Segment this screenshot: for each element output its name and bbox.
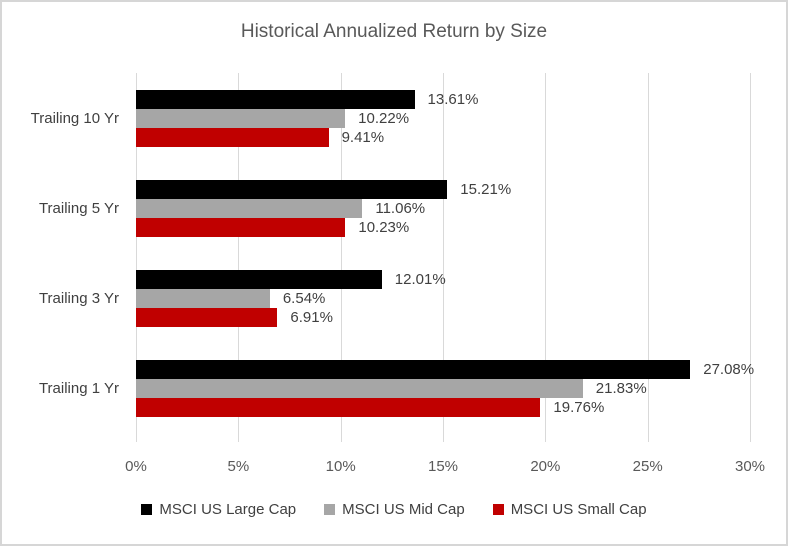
bar-value-label: 15.21% [460, 180, 512, 198]
x-axis-tick-label: 15% [427, 458, 459, 475]
bar-group: 12.01% 6.54% 6.91% [136, 253, 750, 343]
bar-row: 10.22% [136, 108, 750, 128]
legend: MSCI US Large Cap MSCI US Mid Cap MSCI US … [2, 501, 786, 518]
gridline [545, 73, 547, 433]
bar [136, 89, 415, 109]
legend-label: MSCI US Mid Cap [342, 501, 465, 518]
chart-title: Historical Annualized Return by Size [240, 21, 548, 42]
bar [136, 217, 346, 237]
axis-tick [545, 433, 547, 442]
bar-row: 12.01% [136, 269, 750, 289]
category-axis: Trailing 10 Yr Trailing 5 Yr Trailing 3 Yr… [2, 73, 136, 433]
legend-item: MSCI US Mid Cap [324, 501, 465, 518]
chart-body: Trailing 10 Yr Trailing 5 Yr Trailing 3 Yr… [2, 73, 786, 433]
gridline [136, 73, 137, 433]
bar [136, 127, 329, 147]
gridline [750, 73, 751, 433]
x-axis-tick-label: 30% [734, 458, 766, 475]
gridline [238, 73, 240, 433]
x-axis-tick-label: 25% [632, 458, 663, 475]
bar-value-label: 10.22% [358, 109, 410, 127]
category-label: Trailing 3 Yr [38, 289, 119, 307]
legend-item: MSCI US Large Cap [141, 501, 296, 518]
gridline [443, 73, 444, 433]
bar-value-label: 12.01% [394, 270, 446, 288]
x-axis-ticks [136, 433, 751, 443]
x-axis-tick-label: 10% [325, 458, 356, 475]
axis-tick [647, 433, 649, 442]
gridline [340, 73, 342, 433]
axis-tick [750, 433, 751, 442]
legend-label: MSCI US Large Cap [159, 501, 297, 518]
bar-value-label: 11.06% [375, 199, 426, 217]
axis-tick [340, 433, 342, 442]
category-label: Trailing 5 Yr [38, 199, 119, 217]
legend-label: MSCI US Small Cap [510, 501, 647, 518]
bar-row: 10.23% [136, 217, 750, 237]
bar-value-label: 19.76% [553, 398, 605, 416]
bar-group: 27.08% 21.83% 19.76% [136, 343, 754, 433]
bar-row: 6.54% [136, 288, 750, 308]
legend-swatch [492, 504, 504, 515]
bar [136, 359, 691, 379]
bar-value-label: 6.54% [282, 289, 326, 307]
bar-value-label: 13.61% [427, 90, 479, 108]
bar-groups: 13.61% 10.22% 9.41% 15.21% 11.06% 10.23% 12.01… [136, 73, 754, 433]
bar-value-label: 9.41% [341, 128, 385, 146]
bar-row: 21.83% [136, 378, 750, 398]
legend-item: MSCI US Small Cap [492, 501, 647, 518]
bar-value-label: 6.91% [290, 308, 333, 326]
plot-area: 13.61% 10.22% 9.41% 15.21% 11.06% 10.23% 12.01… [136, 73, 754, 433]
axis-tick [443, 433, 444, 442]
bar [136, 108, 346, 128]
x-axis-tick-label: 20% [530, 458, 561, 475]
category-label: Trailing 1 Yr [38, 379, 119, 397]
bar [136, 397, 541, 417]
bar [136, 179, 448, 199]
bar-row: 19.76% [136, 397, 750, 417]
gridline [647, 73, 649, 433]
x-axis-tick-label: 0% [125, 458, 147, 475]
bar [136, 198, 363, 218]
x-axis: 0% 5% 10% 15% 20% 25% 30% [125, 458, 765, 478]
bar-value-label: 10.23% [358, 218, 410, 236]
category-label: Trailing 10 Yr [30, 109, 119, 127]
bar-group: 13.61% 10.22% 9.41% [136, 73, 750, 163]
bar-row: 15.21% [136, 179, 750, 199]
bar [136, 269, 382, 289]
bar-row: 27.08% [136, 359, 754, 379]
bar-row: 11.06% [136, 198, 750, 218]
bar-row: 13.61% [136, 89, 750, 109]
legend-swatch [141, 504, 153, 515]
legend-swatch [324, 504, 336, 515]
bar [136, 288, 270, 308]
x-axis-tick-label: 5% [227, 458, 250, 475]
bar-row: 6.91% [136, 307, 750, 327]
bar-row: 9.41% [136, 127, 750, 147]
bar [136, 378, 583, 398]
bar-value-label: 21.83% [595, 379, 647, 397]
axis-tick [238, 433, 240, 442]
bar-value-label: 27.08% [703, 360, 755, 378]
bar [136, 307, 278, 327]
bar-group: 15.21% 11.06% 10.23% [136, 163, 750, 253]
axis-tick [136, 433, 137, 442]
